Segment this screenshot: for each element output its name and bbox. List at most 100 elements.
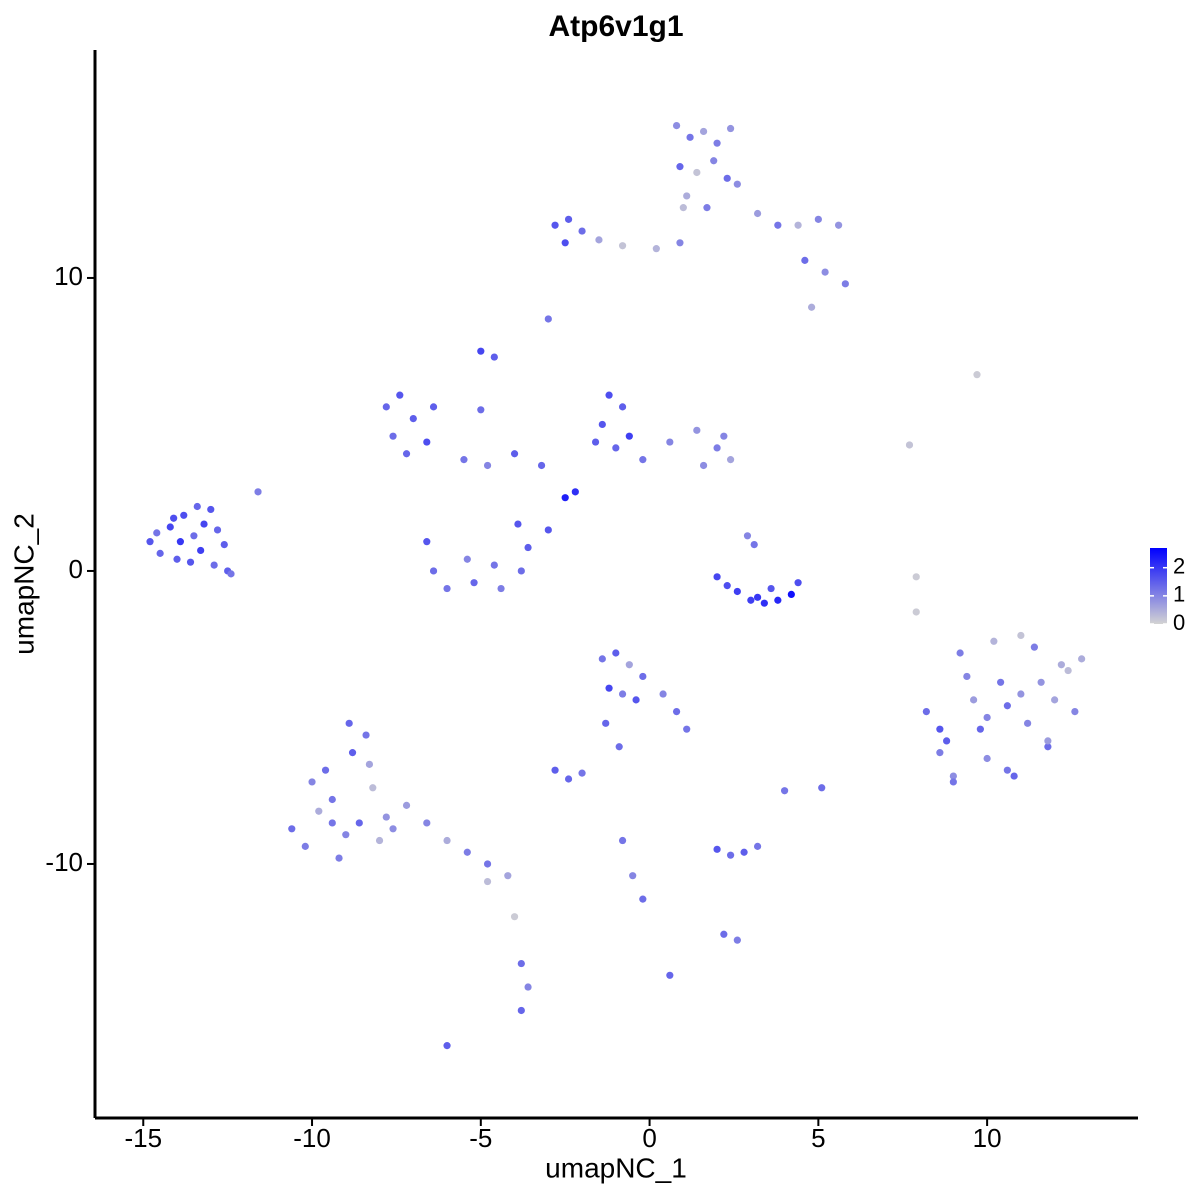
point	[936, 725, 944, 733]
point	[173, 555, 181, 563]
point	[723, 582, 731, 590]
point	[517, 1006, 525, 1015]
point	[308, 778, 316, 786]
point	[659, 690, 667, 698]
y-tick-label: 0	[69, 554, 83, 584]
point	[774, 221, 782, 229]
point	[612, 649, 620, 657]
point	[936, 749, 944, 757]
point	[639, 895, 647, 903]
point	[402, 450, 411, 458]
x-tick-label: -10	[293, 1123, 331, 1153]
point	[720, 432, 728, 440]
point	[720, 930, 728, 938]
point	[615, 743, 623, 751]
point	[605, 684, 613, 692]
point	[186, 558, 195, 566]
point	[753, 593, 762, 601]
point	[767, 584, 775, 593]
point	[551, 221, 559, 229]
point	[490, 561, 498, 569]
point	[578, 227, 586, 235]
point	[463, 555, 471, 563]
point	[288, 825, 296, 833]
point	[460, 456, 468, 464]
point	[760, 599, 768, 607]
x-tick-label: 0	[642, 1123, 656, 1153]
point	[699, 461, 708, 470]
point	[990, 637, 998, 645]
point	[1003, 766, 1011, 774]
point	[794, 221, 802, 229]
colorbar-label: 1	[1173, 582, 1185, 607]
point	[997, 678, 1005, 686]
point	[905, 441, 914, 449]
point	[835, 221, 843, 229]
point	[510, 450, 519, 458]
point	[983, 754, 991, 763]
point	[517, 959, 525, 968]
point	[537, 461, 546, 470]
point	[146, 538, 154, 546]
point	[1037, 678, 1045, 686]
point	[335, 854, 343, 862]
point	[618, 242, 627, 250]
point	[409, 414, 417, 423]
point	[713, 845, 721, 853]
point	[652, 245, 660, 253]
point	[389, 432, 397, 440]
y-axis-title: umapNC_2	[8, 513, 39, 655]
point	[686, 133, 694, 141]
point	[956, 649, 964, 657]
point	[1024, 719, 1032, 727]
colorbar-label: 2	[1173, 554, 1185, 579]
point	[602, 719, 610, 727]
point	[683, 192, 691, 200]
point	[943, 737, 951, 745]
point	[780, 787, 789, 795]
point	[551, 766, 559, 774]
point	[561, 494, 569, 502]
point	[510, 913, 519, 921]
point	[683, 725, 691, 733]
point	[220, 540, 228, 549]
point	[598, 655, 606, 663]
point	[1017, 631, 1025, 640]
point	[733, 587, 741, 596]
point	[723, 174, 731, 182]
point	[1044, 737, 1052, 745]
point	[561, 239, 569, 247]
colorbar-label: 0	[1173, 610, 1185, 635]
point	[197, 546, 205, 555]
point	[693, 168, 701, 177]
point	[382, 813, 390, 821]
point	[726, 124, 735, 133]
point	[375, 836, 384, 845]
point	[676, 163, 684, 171]
point	[963, 672, 971, 681]
point	[578, 769, 586, 777]
point	[504, 872, 512, 880]
point	[821, 268, 829, 276]
point	[564, 215, 573, 223]
point	[733, 180, 741, 188]
point	[180, 511, 188, 519]
point	[477, 347, 485, 355]
point	[983, 713, 991, 722]
point	[389, 825, 397, 833]
point	[612, 444, 620, 452]
point	[1017, 690, 1025, 698]
point	[618, 836, 627, 845]
x-tick-label: 5	[811, 1123, 825, 1153]
point	[477, 406, 485, 414]
y-tick-label: -10	[45, 847, 83, 877]
point	[1071, 708, 1079, 716]
point	[490, 353, 498, 361]
point	[591, 438, 600, 446]
point	[348, 749, 357, 757]
point	[666, 438, 674, 446]
point	[625, 661, 633, 669]
point	[365, 760, 374, 768]
point	[227, 570, 235, 578]
point	[524, 543, 532, 552]
